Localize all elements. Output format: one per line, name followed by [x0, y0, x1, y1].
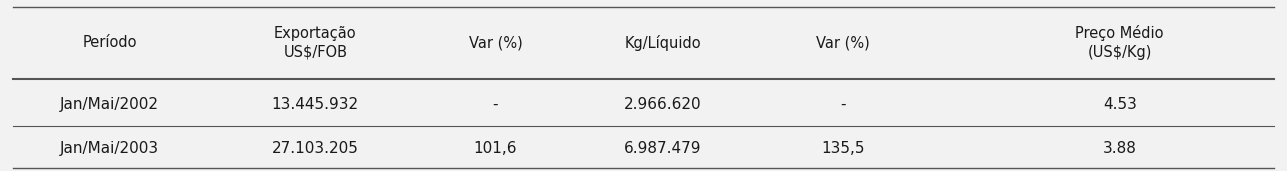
Text: 3.88: 3.88	[1103, 141, 1136, 156]
Text: Período: Período	[82, 35, 136, 50]
Text: Kg/Líquido: Kg/Líquido	[624, 35, 701, 51]
Text: 13.445.932: 13.445.932	[272, 97, 359, 112]
Text: Var (%): Var (%)	[468, 35, 523, 50]
Text: 27.103.205: 27.103.205	[272, 141, 359, 156]
Text: -: -	[840, 97, 846, 112]
Text: Jan/Mai/2003: Jan/Mai/2003	[59, 141, 160, 156]
Text: 101,6: 101,6	[474, 141, 517, 156]
Text: Jan/Mai/2002: Jan/Mai/2002	[60, 97, 158, 112]
Text: 2.966.620: 2.966.620	[624, 97, 701, 112]
Text: 135,5: 135,5	[821, 141, 865, 156]
Text: 4.53: 4.53	[1103, 97, 1136, 112]
Text: Exportação
US$/FOB: Exportação US$/FOB	[274, 26, 356, 60]
Text: Preço Médio
(US$/Kg): Preço Médio (US$/Kg)	[1076, 25, 1163, 60]
Text: 6.987.479: 6.987.479	[624, 141, 701, 156]
Text: Var (%): Var (%)	[816, 35, 870, 50]
Text: -: -	[493, 97, 498, 112]
